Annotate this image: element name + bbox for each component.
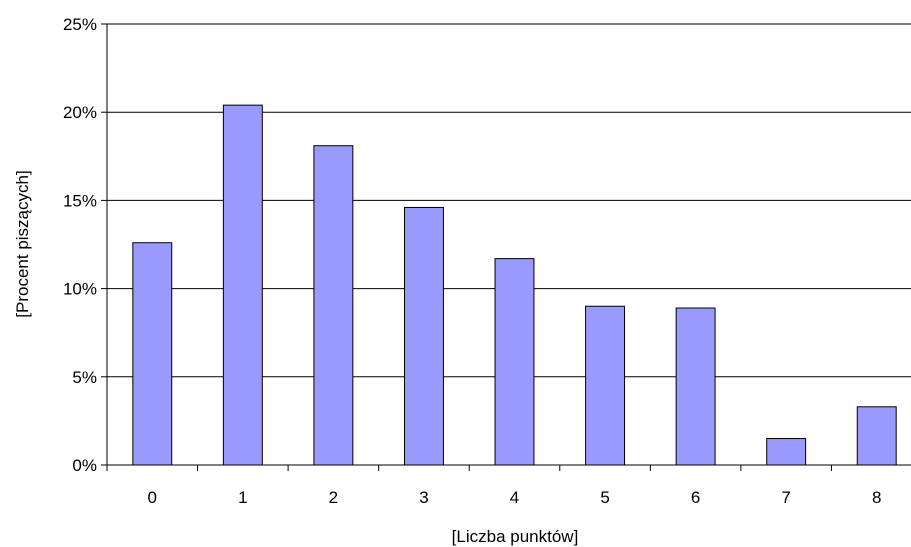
- x-tick-label: 5: [600, 488, 609, 507]
- x-tick-label: 1: [238, 488, 247, 507]
- bar: [403, 206, 444, 466]
- bar: [766, 438, 807, 466]
- y-tick-label: 10%: [63, 280, 97, 299]
- x-tick-label: 4: [510, 488, 519, 507]
- x-tick-label: 2: [329, 488, 338, 507]
- y-ticks: 0% 5% 10% 15% 20% 25%: [63, 15, 107, 475]
- y-tick-label: 25%: [63, 15, 97, 34]
- bars: [132, 104, 897, 466]
- x-ticks: 0 1 2 3 4 5 6 7 8: [106, 465, 881, 507]
- bar: [313, 145, 354, 466]
- x-tick-label: 0: [148, 488, 157, 507]
- bar: [585, 305, 626, 466]
- x-tick-label: 6: [691, 488, 700, 507]
- bar: [222, 104, 263, 466]
- bar: [132, 242, 173, 466]
- y-tick-label: 5%: [72, 368, 97, 387]
- x-tick-label: 3: [419, 488, 428, 507]
- x-tick-label: 7: [781, 488, 790, 507]
- y-tick-label: 15%: [63, 191, 97, 210]
- x-axis-title: [Liczba punktów]: [452, 527, 579, 546]
- y-tick-label: 20%: [63, 103, 97, 122]
- bar: [494, 258, 535, 466]
- y-axis-title: [Procent piszących]: [13, 170, 32, 317]
- bar: [856, 406, 897, 466]
- y-tick-label: 0%: [72, 456, 97, 475]
- x-tick-label: 8: [872, 488, 881, 507]
- bar: [675, 307, 716, 466]
